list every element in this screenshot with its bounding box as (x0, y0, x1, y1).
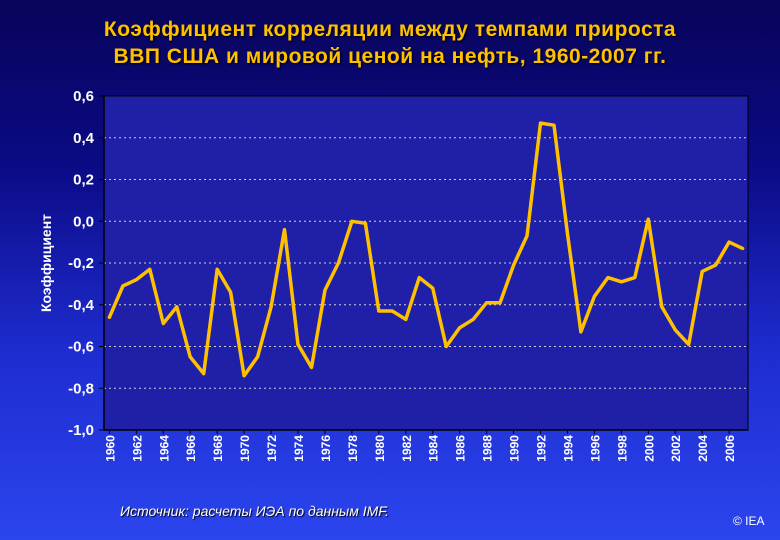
x-tick-label: 2006 (723, 435, 737, 462)
source-note: Источник: расчеты ИЭА по данным IMF. (120, 503, 389, 519)
x-tick-label: 1978 (346, 435, 360, 462)
x-tick-label: 1966 (184, 435, 198, 462)
x-tick-label: 1988 (481, 435, 495, 462)
x-tick-label: 2002 (669, 435, 683, 462)
chart-title: Коэффициент корреляции между темпами при… (0, 16, 780, 70)
x-tick-label: 1968 (211, 435, 225, 462)
x-tick-label: 1982 (400, 435, 414, 462)
y-tick-label: 0,0 (73, 213, 94, 230)
x-tick-label: 1998 (615, 435, 629, 462)
y-axis-label: Коэффициент (38, 214, 54, 312)
x-tick-label: 1976 (319, 435, 333, 462)
y-tick-label: 0,6 (73, 88, 94, 105)
y-tick-label: -0,8 (68, 380, 94, 397)
x-tick-label: 1962 (130, 435, 144, 462)
x-tick-label: 1990 (508, 435, 522, 462)
y-tick-label: -1,0 (68, 422, 94, 439)
x-tick-label: 2004 (696, 435, 710, 462)
x-tick-label: 1994 (561, 435, 575, 462)
x-tick-label: 1980 (373, 435, 387, 462)
chart-title-line-1: Коэффициент корреляции между темпами при… (103, 18, 677, 41)
x-tick-label: 1996 (588, 435, 602, 462)
x-tick-label: 1970 (238, 435, 252, 462)
x-tick-label: 1986 (454, 435, 468, 462)
y-tick-label: 0,4 (73, 130, 95, 147)
y-tick-label: 0,2 (73, 172, 94, 189)
y-tick-label: -0,2 (68, 255, 94, 272)
x-tick-label: 1974 (292, 435, 306, 462)
y-tick-label: -0,4 (68, 297, 95, 314)
x-tick-label: 1960 (103, 435, 117, 462)
x-tick-label: 1964 (157, 435, 171, 462)
x-tick-label: 2000 (642, 435, 656, 462)
x-tick-label: 1972 (265, 435, 279, 462)
x-tick-label: 1992 (535, 435, 549, 462)
copyright-label: © IEA (733, 514, 765, 528)
chart-title-line-2: ВВП США и мировой ценой на нефть, 1960-2… (113, 45, 667, 68)
series-line (107, 121, 745, 378)
x-tick-label: 1984 (427, 435, 441, 462)
y-tick-label: -0,6 (68, 339, 94, 356)
